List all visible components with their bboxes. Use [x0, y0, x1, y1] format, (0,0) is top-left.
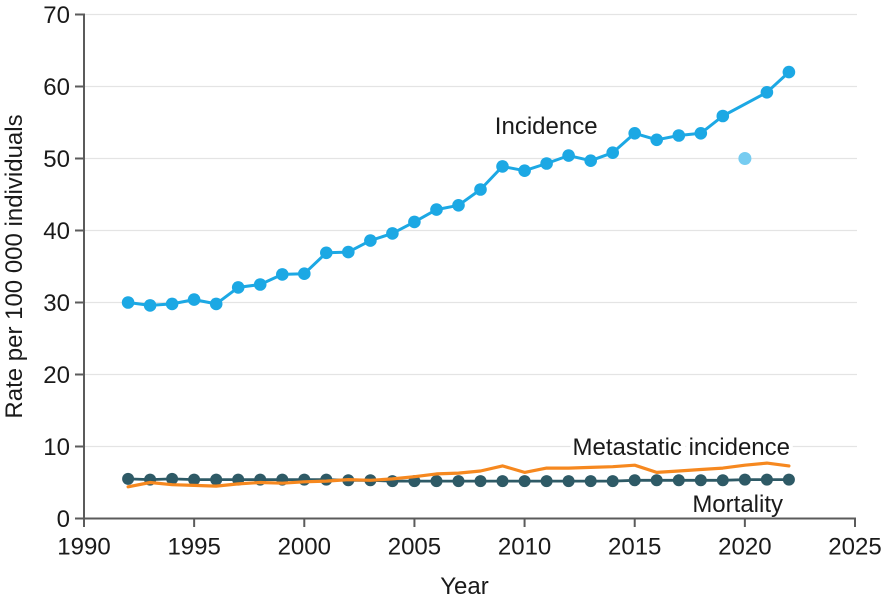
mortality-marker [562, 475, 575, 488]
mortality-marker [694, 474, 707, 487]
incidence-marker [231, 281, 245, 294]
incidence-label: Incidence [495, 113, 598, 140]
mortality-marker [782, 473, 795, 486]
mortality-marker [518, 475, 531, 488]
metastatic-incidence-label: Metastatic incidence [573, 434, 790, 461]
incidence-marker [121, 296, 135, 309]
y-tick-label: 70 [43, 2, 70, 29]
incidence-marker [672, 129, 686, 142]
mortality-marker [650, 474, 663, 487]
mortality-marker [452, 475, 465, 488]
incidence-marker [342, 245, 355, 259]
mortality-marker [188, 473, 201, 486]
incidence-marker [209, 297, 223, 311]
incidence-2020-excluded-marker [738, 152, 752, 165]
incidence-marker [187, 293, 201, 306]
mortality-marker [628, 474, 641, 487]
x-tick-label: 2020 [718, 534, 771, 561]
incidence-marker [628, 127, 641, 140]
mortality-marker [210, 473, 223, 486]
metastatic-incidence-line [126, 461, 791, 489]
incidence-marker [165, 297, 179, 311]
incidence-marker [320, 246, 333, 260]
x-tick-label: 1990 [57, 534, 110, 561]
mortality-marker [716, 474, 729, 487]
y-tick-label: 0 [57, 506, 70, 533]
incidence-marker [253, 278, 267, 291]
incidence-marker [276, 268, 289, 281]
x-tick-label: 2005 [388, 534, 441, 561]
mortality-marker [496, 475, 509, 488]
incidence-marker [540, 157, 553, 170]
incidence-marker [606, 146, 619, 159]
x-tick-label: 2015 [608, 534, 661, 561]
incidence-line [126, 70, 791, 307]
y-tick-label: 60 [43, 74, 70, 101]
mortality-marker [672, 474, 685, 487]
incidence-marker [430, 203, 443, 216]
incidence-marker [760, 86, 774, 99]
mortality-marker [760, 473, 773, 486]
mortality-marker [298, 473, 311, 486]
y-tick-label: 30 [43, 290, 70, 317]
x-tick-label: 1995 [167, 534, 220, 561]
y-tick-label: 50 [43, 146, 70, 173]
incidence-marker [386, 227, 399, 240]
mortality-marker [584, 475, 597, 488]
x-tick-label: 2000 [278, 534, 331, 561]
incidence-marker [584, 154, 597, 167]
incidence-marker [562, 149, 575, 162]
x-tick-label: 2025 [828, 534, 881, 561]
y-tick-label: 10 [43, 434, 70, 461]
y-axis-title: Rate per 100 000 individuals [1, 114, 28, 418]
x-axis-title: Year [440, 573, 489, 600]
y-tick-label: 40 [43, 218, 70, 245]
incidence-marker [518, 164, 531, 177]
mortality-marker [606, 475, 619, 488]
incidence-marker [496, 160, 509, 173]
incidence-marker [650, 133, 663, 147]
mortality-marker [166, 472, 179, 485]
incidence-marker [474, 183, 487, 196]
mortality-marker [474, 475, 487, 488]
incidence-marker [143, 299, 157, 312]
incidence-marker [694, 127, 708, 140]
mortality-marker [122, 472, 135, 485]
incidence-marker [782, 65, 796, 79]
mortality-label: Mortality [692, 491, 783, 518]
incidence-marker [298, 267, 311, 281]
mortality-marker [540, 475, 553, 488]
mortality-marker [738, 473, 751, 486]
mortality-marker [430, 475, 443, 488]
incidence-marker [408, 215, 421, 229]
incidence-marker [716, 109, 730, 123]
incidence-marker [452, 199, 465, 212]
x-tick-label: 2010 [498, 534, 551, 561]
y-tick-label: 20 [43, 362, 70, 389]
incidence-marker [364, 234, 377, 247]
